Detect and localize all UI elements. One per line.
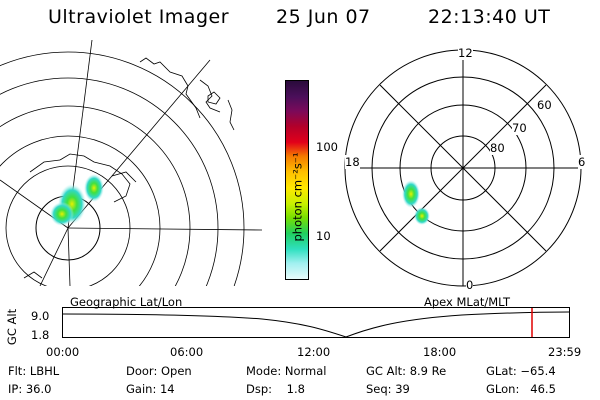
glat-label: GLat: −65.4 [486, 364, 556, 378]
mlt-label-18: 18 [345, 155, 360, 169]
apex-polar-plot [344, 49, 582, 287]
timeline-ytick-9: 9.0 [31, 309, 50, 323]
color-scale-bar [285, 80, 309, 280]
mlt-label-12: 12 [458, 46, 473, 60]
lat-label-80: 80 [490, 141, 505, 155]
time-label: 22:13:40 UT [428, 6, 551, 28]
timeline-plot [62, 307, 570, 338]
filter-label: Flt: LBHL [8, 364, 60, 378]
instrument-title: Ultraviolet Imager [48, 6, 230, 28]
date-label: 25 Jun 07 [276, 6, 371, 28]
gain-label: Gain: 14 [126, 382, 175, 396]
lat-label-60: 60 [537, 98, 552, 112]
timeline-ylabel: GC Alt [5, 308, 20, 346]
gc-alt-label: GC Alt: 8.9 Re [366, 364, 447, 378]
colorbar-tick-100: 100 [316, 140, 338, 154]
timeline-xtick-0000: 00:00 [46, 345, 80, 359]
timeline-xtick-1200: 12:00 [297, 345, 331, 359]
altitude-curve [62, 311, 570, 338]
color-scale-gradient [286, 81, 308, 279]
colorbar-unit-label: photon cm⁻²s⁻¹ [290, 152, 305, 242]
meridian-lines [0, 40, 262, 286]
geographic-map [0, 40, 262, 286]
aurora-emission [50, 174, 104, 226]
mode-label: Mode: Normal [246, 364, 327, 378]
colorbar-tick-10: 10 [316, 229, 331, 243]
mlt-label-0: 0 [466, 278, 474, 292]
door-label: Door: Open [126, 364, 192, 378]
timeline-ytick-1.8: 1.8 [31, 328, 50, 342]
coastline [23, 57, 235, 279]
seq-label: Seq: 39 [366, 382, 410, 396]
latitude-circles [0, 51, 245, 286]
lat-label-70: 70 [512, 121, 527, 135]
ip-label: IP: 36.0 [8, 382, 52, 396]
glon-label: GLon: 46.5 [486, 382, 556, 396]
dsp-label: Dsp: 1.8 [246, 382, 305, 396]
timeline-xtick-1800: 18:00 [423, 345, 457, 359]
aurora-emission [402, 180, 430, 225]
left-panel-caption: Geographic Lat/Lon [70, 295, 183, 309]
mlt-label-6: 6 [578, 155, 586, 169]
right-panel-caption: Apex MLat/MLT [424, 295, 511, 309]
timeline-xtick-0600: 06:00 [170, 345, 204, 359]
timeline-xtick-2359: 23:59 [548, 345, 582, 359]
